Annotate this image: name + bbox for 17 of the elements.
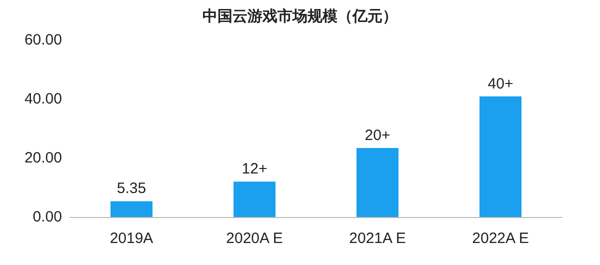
- bar: [356, 148, 398, 217]
- y-tick-label: 0.00: [32, 208, 62, 226]
- y-tick-label: 20.00: [24, 150, 62, 166]
- x-tick-label: 2020A E: [226, 230, 283, 247]
- y-tick-label: 60.00: [24, 32, 62, 48]
- x-tick-label: 2021A E: [349, 230, 406, 247]
- data-label: 12+: [242, 160, 268, 178]
- bar: [480, 96, 522, 217]
- chart-title: 中国云游戏市场规模（亿元）: [202, 7, 398, 25]
- x-tick-label: 2019A: [110, 230, 154, 247]
- data-label: 20+: [364, 126, 390, 144]
- bar: [110, 201, 152, 217]
- bar: [234, 182, 276, 217]
- y-tick-label: 40.00: [24, 90, 62, 108]
- data-label: 40+: [488, 75, 514, 92]
- data-label: 5.35: [116, 180, 146, 198]
- x-tick-label: 2022A E: [472, 230, 529, 247]
